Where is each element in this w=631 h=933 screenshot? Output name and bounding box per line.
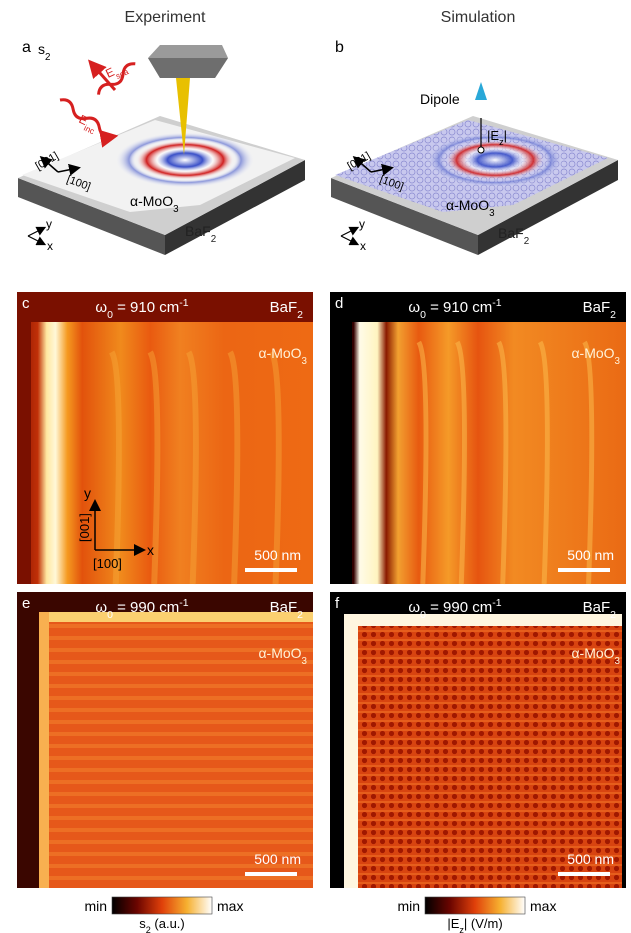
colorbar-max: max	[530, 898, 556, 914]
text-part: 3	[489, 208, 495, 219]
text-part: -1	[179, 297, 188, 309]
text-part: 2	[297, 309, 303, 321]
scale-bar	[558, 872, 610, 876]
map-panel	[330, 592, 626, 888]
text-part: 3	[615, 656, 621, 667]
text-part: 3	[302, 656, 308, 667]
axis-label: [001]	[77, 513, 92, 542]
text-part: ω	[408, 599, 420, 616]
text-part: |E	[447, 916, 459, 931]
text-part: 2	[297, 609, 303, 621]
map-image	[330, 592, 626, 888]
text-part: BaF	[583, 599, 611, 616]
text-part: -1	[179, 597, 188, 609]
colorbar-min: min	[84, 898, 107, 914]
axis-label: y	[84, 485, 91, 501]
text-part: α-MoO	[571, 645, 614, 661]
map-border	[330, 592, 344, 888]
text-part: α-MoO	[446, 197, 489, 213]
text-part: |	[504, 128, 507, 143]
scale-bar	[245, 872, 297, 876]
colorbar	[425, 897, 525, 914]
text-part: α-MoO	[258, 345, 301, 361]
scale-bar-label: 500 nm	[254, 851, 301, 867]
text-part: 3	[302, 356, 308, 367]
text-part: α-MoO	[571, 345, 614, 361]
text-part: α-MoO	[258, 645, 301, 661]
text-part: ω	[95, 299, 107, 316]
text-part: 2	[211, 234, 216, 245]
label: x	[47, 239, 53, 253]
edge	[344, 614, 358, 888]
text-part: α-MoO	[130, 193, 173, 209]
text-part: 2	[45, 52, 50, 63]
scale-bar-label: 500 nm	[567, 547, 614, 563]
text-part: ω	[408, 299, 420, 316]
text-part: 3	[173, 204, 179, 215]
figure: Experiment Simulation a s2 Esca Einc [00…	[0, 0, 631, 933]
text-part: BaF	[583, 299, 611, 316]
text-part: = 910 cm	[426, 299, 492, 316]
schematic-a	[18, 45, 305, 255]
panel-letter: e	[22, 595, 30, 612]
text-part: ω	[95, 599, 107, 616]
map-image	[330, 292, 626, 584]
panel-letter: a	[22, 39, 31, 56]
map-image	[17, 292, 313, 584]
label: y	[46, 217, 52, 231]
column-title: Simulation	[441, 9, 516, 26]
text-part: = 990 cm	[113, 599, 179, 616]
text-part: -1	[492, 597, 501, 609]
map-image	[17, 592, 313, 888]
map-panel	[330, 292, 626, 584]
edge	[39, 612, 49, 888]
panel-letter: d	[335, 295, 343, 312]
column-title: Experiment	[125, 9, 206, 26]
label: x	[360, 239, 366, 253]
panel-letter: b	[335, 39, 344, 56]
schematic-b	[331, 82, 618, 255]
text-part: -1	[492, 297, 501, 309]
label: s2	[38, 41, 50, 63]
text-part: BaF	[185, 223, 211, 239]
text-part: 2	[610, 609, 616, 621]
text-part: BaF	[270, 299, 298, 316]
text-part: sca	[114, 66, 130, 81]
scale-bar	[558, 568, 610, 572]
text-part: 2	[610, 309, 616, 321]
colorbar-label: s2 (a.u.)	[139, 916, 185, 933]
colorbar-max: max	[217, 898, 243, 914]
label: y	[359, 217, 365, 231]
map-panel	[17, 292, 313, 584]
text-part: 3	[615, 356, 621, 367]
label: Dipole	[420, 91, 460, 107]
label: Einc	[75, 112, 100, 136]
text-part: = 910 cm	[113, 299, 179, 316]
colorbar-min: min	[397, 898, 420, 914]
colorbar-label: |Ez| (V/m)	[447, 916, 502, 933]
scale-bar-label: 500 nm	[254, 547, 301, 563]
text-part: | (V/m)	[464, 916, 503, 931]
scale-bar	[245, 568, 297, 572]
map-border	[330, 292, 352, 584]
map-panel	[17, 592, 313, 888]
text-part: (a.u.)	[151, 916, 185, 931]
text-part: |E	[487, 128, 499, 143]
text-part: BaF	[498, 225, 524, 241]
text-part: = 990 cm	[426, 599, 492, 616]
colorbar	[112, 897, 212, 914]
scale-bar-label: 500 nm	[567, 851, 614, 867]
axis-label: x	[147, 542, 154, 558]
map-border	[17, 292, 31, 584]
panel-letter: c	[22, 295, 30, 312]
map-border	[622, 592, 626, 888]
axis-label: [100]	[93, 556, 122, 571]
text-part: 2	[524, 236, 529, 247]
map-border	[17, 592, 39, 888]
text-part: s	[38, 41, 45, 57]
text-part: BaF	[270, 599, 298, 616]
